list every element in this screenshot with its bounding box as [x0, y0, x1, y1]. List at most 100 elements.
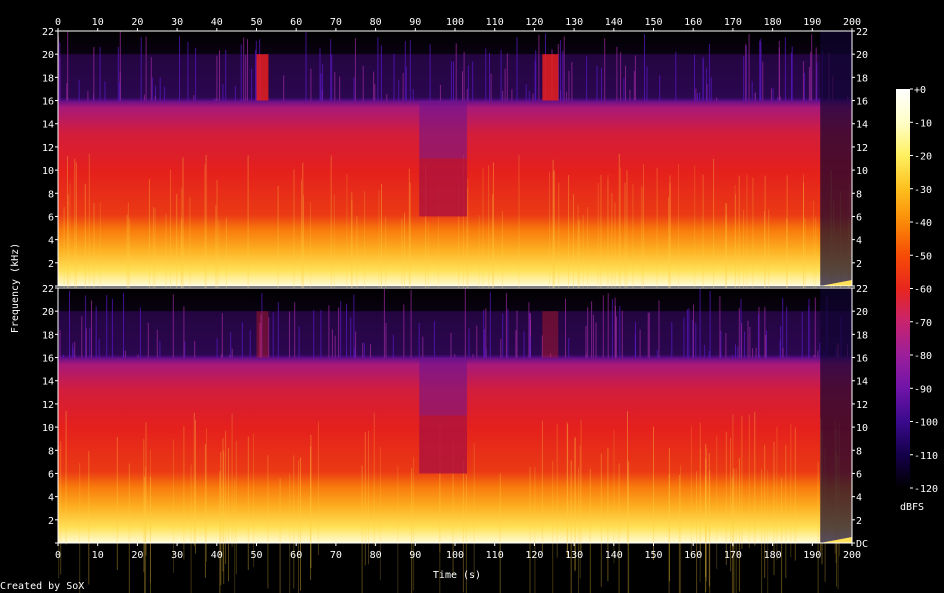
transient-streak: [310, 68, 312, 101]
energy-streak: [734, 184, 736, 319]
transient-streak: [585, 325, 587, 358]
energy-streak: [425, 164, 427, 298]
transient-streak: [243, 37, 245, 101]
transient-streak: [596, 65, 598, 101]
energy-streak: [618, 463, 620, 593]
transient-streak: [817, 350, 819, 358]
transient-streak: [104, 81, 106, 101]
transient-streak: [213, 98, 215, 101]
energy-streak: [84, 183, 86, 318]
energy-streak: [231, 413, 233, 547]
transient-streak: [811, 34, 813, 101]
transient-streak: [604, 38, 606, 101]
transient-streak: [216, 338, 218, 358]
y-tick-label-right: 12: [856, 400, 868, 411]
transient-streak: [541, 335, 543, 358]
energy-streak: [668, 197, 670, 331]
channel-panel: [57, 30, 853, 356]
energy-streak: [247, 155, 249, 289]
transient-streak: [699, 92, 701, 101]
transient-streak: [745, 44, 747, 101]
transient-streak: [260, 314, 262, 358]
x-tick-label-bottom: 150: [644, 550, 662, 561]
y-tick-label-left: 2: [48, 259, 54, 270]
transient-streak: [671, 321, 673, 358]
energy-streak: [74, 158, 76, 293]
transient-streak: [156, 329, 158, 358]
transient-streak: [229, 354, 231, 358]
energy-streak: [88, 153, 90, 288]
transient-streak: [462, 71, 463, 101]
x-tick-label-bottom: 190: [803, 550, 821, 561]
transient-streak: [658, 300, 660, 358]
transient-streak: [719, 296, 721, 358]
energy-streak: [768, 209, 770, 343]
transient-streak: [623, 78, 625, 101]
energy-streak: [746, 174, 748, 308]
transient-streak: [505, 293, 507, 358]
transient-streak: [810, 51, 812, 101]
fade-out-region: [820, 288, 852, 543]
transient-streak: [215, 98, 217, 101]
transient-streak: [123, 293, 124, 358]
transient-streak: [696, 93, 698, 101]
energy-streak: [730, 438, 731, 572]
transient-streak: [784, 37, 786, 101]
transient-streak: [154, 95, 156, 101]
energy-streak: [607, 174, 609, 309]
transient-streak: [187, 41, 189, 101]
energy-streak: [627, 460, 629, 593]
transient-streak: [560, 39, 562, 101]
transient-streak: [374, 84, 376, 101]
energy-streak: [574, 436, 576, 570]
x-tick-label-top: 50: [250, 17, 262, 28]
transient-streak: [422, 336, 424, 358]
transient-streak: [350, 317, 352, 358]
energy-streak: [580, 419, 582, 553]
x-tick-label-bottom: 140: [605, 550, 623, 561]
transient-streak: [745, 45, 747, 101]
energy-streak: [216, 180, 218, 314]
x-tick-label-bottom: 160: [684, 550, 702, 561]
transient-streak: [489, 291, 491, 358]
transient-streak: [467, 65, 469, 101]
y-tick-label-right: 22: [856, 284, 868, 295]
energy-streak: [413, 457, 415, 591]
transient-streak: [78, 79, 80, 101]
energy-streak: [678, 474, 680, 593]
transient-streak: [355, 331, 357, 358]
energy-streak: [220, 451, 222, 586]
transient-streak: [67, 31, 69, 101]
transient-streak: [363, 343, 365, 358]
energy-streak: [817, 462, 819, 593]
transient-streak: [402, 73, 404, 101]
spectrogram-panels: [57, 30, 853, 593]
energy-streak: [67, 156, 68, 290]
energy-streak: [786, 218, 788, 352]
transient-streak: [688, 308, 690, 358]
transient-streak: [737, 347, 739, 358]
x-tick-label-bottom: 200: [843, 550, 861, 561]
energy-streak: [699, 448, 701, 583]
energy-streak: [776, 426, 778, 561]
energy-streak: [310, 446, 312, 580]
transient-streak: [568, 338, 570, 358]
transient-streak: [738, 308, 740, 358]
transient-streak: [331, 54, 333, 101]
colorbar-tick-label: -80: [914, 351, 932, 362]
energy-streak: [600, 175, 602, 309]
hf-noise-band: [58, 311, 852, 358]
y-tick-label-right: 6: [856, 212, 862, 223]
energy-streak: [735, 193, 737, 328]
transient-streak: [409, 39, 411, 101]
transient-streak: [502, 313, 504, 358]
transient-streak: [195, 48, 197, 101]
energy-streak: [518, 155, 520, 289]
x-tick-label-top: 0: [55, 17, 61, 28]
energy-streak: [574, 437, 576, 572]
energy-streak: [632, 184, 634, 318]
transient-streak: [340, 301, 342, 358]
energy-streak: [732, 414, 734, 548]
colorbar-gradient: [896, 89, 910, 488]
transient-streak: [184, 341, 186, 358]
